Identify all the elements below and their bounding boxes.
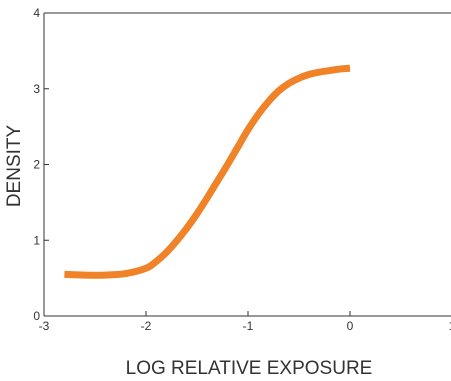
y-tick-label: 1 [33, 233, 40, 247]
x-tick-label: -2 [141, 319, 152, 333]
ticks: -3 -2 -1 0 1 0 1 2 3 4 [33, 6, 451, 333]
y-axis-title: DENSITY [4, 125, 25, 208]
y-tick-label: 0 [33, 309, 40, 323]
y-tick-label: 2 [33, 158, 40, 172]
axes [43, 12, 451, 317]
x-tick-label: 1 [449, 319, 451, 333]
series [64, 64, 351, 279]
series-line [64, 64, 351, 279]
x-axis-title: LOG RELATIVE EXPOSURE [126, 358, 373, 379]
x-tick-label: 0 [347, 319, 354, 333]
x-tick-label: -1 [243, 319, 254, 333]
y-tick-label: 3 [33, 82, 40, 96]
x-tick-label: -3 [39, 319, 50, 333]
y-tick-label: 4 [33, 6, 40, 20]
